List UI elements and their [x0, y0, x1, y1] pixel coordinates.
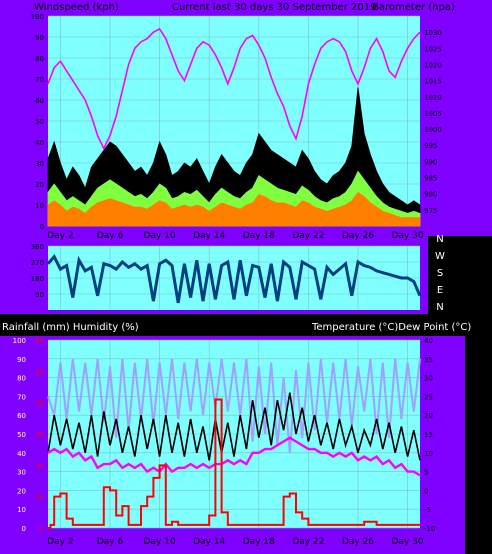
wind-left-tick: 50: [35, 118, 44, 126]
compass-label: N: [436, 302, 443, 313]
temp-tick: 30: [424, 375, 433, 383]
wind-left-tick: 90: [35, 34, 44, 42]
wind-left-tick: 40: [35, 139, 44, 147]
rain-tick: 40: [35, 400, 44, 408]
temp-tick: 5: [424, 469, 428, 477]
humidity-tick: 50: [17, 431, 26, 439]
wind-right-tick: 980: [424, 191, 437, 199]
rain-tick: 30: [35, 431, 44, 439]
dewpoint-line: [47, 436, 421, 477]
temp-x-tick: Day 30: [392, 537, 424, 547]
temp-tick: -5: [424, 506, 431, 514]
wind-x-tick: Day 22: [292, 231, 324, 241]
wind-left-tick: 100: [31, 13, 44, 21]
wind-left-tick: 80: [35, 55, 44, 63]
dark-band-right-top: [428, 236, 492, 314]
direction-line: [46, 253, 422, 304]
dir-left-tick: 270: [31, 259, 44, 267]
humidity-line: [47, 358, 421, 453]
wind-x-tick: Day 6: [97, 231, 124, 241]
dir-left-tick: 90: [35, 291, 44, 299]
temp-tick: 35: [424, 356, 433, 364]
temp-x-tick: Day 2: [47, 537, 73, 547]
temp-x-tick: Day 10: [144, 537, 176, 547]
wind-right-tick: 985: [424, 175, 437, 183]
temp-ylabel-right: Temperature (°C)Dew Point (°C): [311, 322, 471, 333]
compass-label: S: [437, 268, 443, 279]
humidity-tick: 20: [17, 487, 26, 495]
wind-x-tick: Day 30: [392, 231, 424, 241]
rainfall-line: [48, 398, 420, 529]
humidity-tick: 70: [17, 393, 26, 401]
wind-gust-area: [47, 87, 421, 227]
rain-tick: 10: [35, 494, 44, 502]
rain-tick: 0: [40, 525, 44, 533]
temp-tick: 20: [424, 412, 433, 420]
tick-labels: 0102030405060708090100975980985990995100…: [13, 13, 445, 547]
compass-label: W: [435, 251, 445, 262]
humidity-tick: 40: [17, 450, 26, 458]
temp-x-tick: Day 26: [342, 537, 374, 547]
direction-series: [46, 253, 422, 304]
temp-x-tick: Day 22: [292, 537, 324, 547]
wind-right-tick: 1030: [424, 29, 442, 37]
temp-tick: 40: [424, 337, 433, 345]
wind-left-tick: 30: [35, 160, 44, 168]
humidity-tick: 80: [17, 375, 26, 383]
temp-x-tick: Day 18: [243, 537, 275, 547]
wind-right-tick: 1025: [424, 45, 442, 53]
temp-x-tick: Day 6: [97, 537, 124, 547]
wind-right-tick: 1015: [424, 78, 442, 86]
wind-left-tick: 10: [35, 202, 44, 210]
temp-tick: 25: [424, 393, 433, 401]
temp-series: [47, 358, 421, 529]
wind-ylabel-right: Barometer (hpa): [372, 2, 455, 13]
wind-series: [47, 27, 421, 227]
wind-ylabel-left: Windspeed (kph): [34, 2, 119, 13]
dir-left-tick: 360: [31, 243, 44, 251]
compass-label: N: [436, 234, 443, 245]
humidity-tick: 60: [17, 412, 26, 420]
humidity-tick: 30: [17, 469, 26, 477]
wind-left-tick: 20: [35, 181, 44, 189]
humidity-tick: 0: [22, 525, 26, 533]
wind-x-tick: Day 18: [243, 231, 275, 241]
compass-label: E: [437, 285, 443, 296]
humidity-tick: 10: [17, 506, 26, 514]
wind-x-tick: Day 14: [193, 231, 225, 241]
rain-tick: 60: [35, 337, 44, 345]
wind-right-tick: 990: [424, 158, 437, 166]
wind-right-tick: 995: [424, 142, 437, 150]
wind-x-tick: Day 10: [144, 231, 176, 241]
temp-ylabel-left: Rainfall (mm) Humidity (%): [2, 322, 139, 333]
dir-left-tick: 180: [31, 275, 44, 283]
wind-right-tick: 1000: [424, 126, 442, 134]
humidity-tick: 90: [17, 356, 26, 364]
wind-x-tick: Day 2: [47, 231, 73, 241]
wind-minimum-wind-area: [47, 191, 421, 227]
humidity-tick: 100: [13, 337, 26, 345]
temperature-line: [47, 392, 421, 461]
dark-band-right: [465, 314, 492, 554]
wind-right-tick: 975: [424, 207, 437, 215]
wind-right-tick: 1005: [424, 110, 442, 118]
barometer-line: [47, 27, 421, 151]
temp-x-tick: Day 14: [193, 537, 225, 547]
rain-tick: 50: [35, 368, 44, 376]
wind-left-tick: 60: [35, 97, 44, 105]
wind-left-tick: 0: [40, 223, 44, 231]
wind-right-tick: 1020: [424, 61, 442, 69]
temp-tick: 0: [424, 487, 428, 495]
wind-x-tick: Day 26: [342, 231, 374, 241]
temp-tick: -10: [424, 525, 435, 533]
temp-top-strip: [0, 314, 492, 336]
rain-tick: 20: [35, 462, 44, 470]
temp-tick: 15: [424, 431, 433, 439]
wind-left-tick: 70: [35, 76, 44, 84]
wind-title: Current last 30 days 30 September 2019: [172, 2, 376, 13]
temp-tick: 10: [424, 450, 433, 458]
wind-right-tick: 1010: [424, 94, 442, 102]
